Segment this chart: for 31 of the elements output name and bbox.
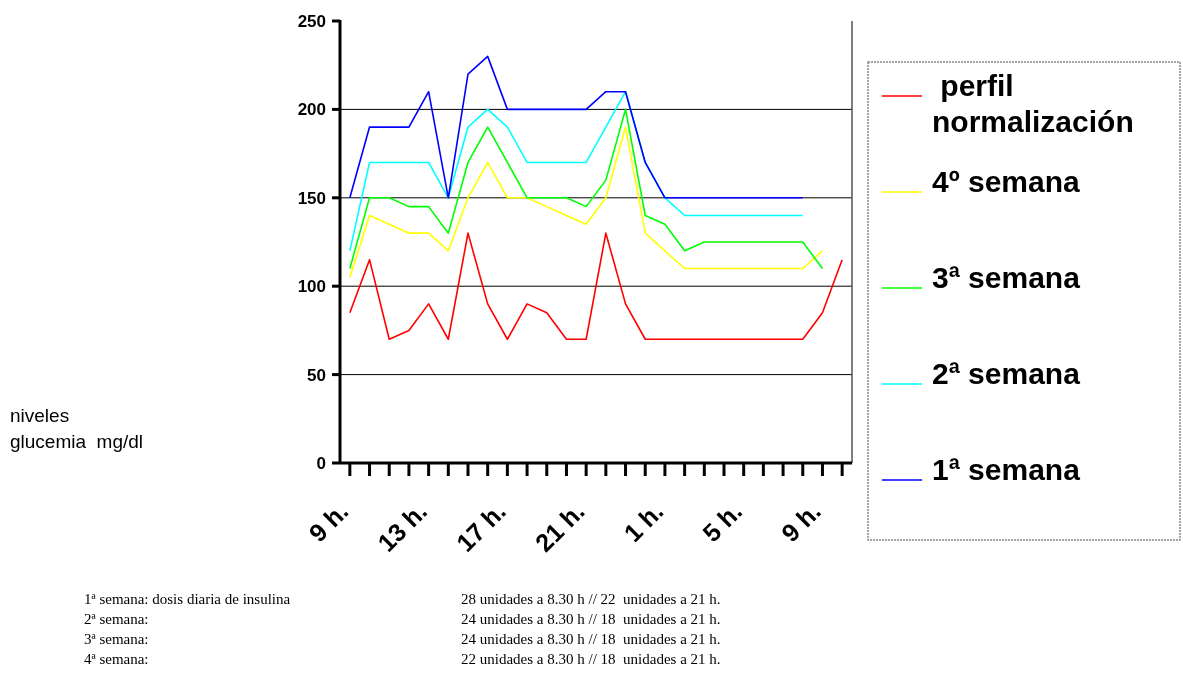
- y-tick-label: 150: [297, 188, 326, 208]
- text: 2ª semana:: [84, 611, 149, 627]
- text: 4ª semana:: [84, 651, 149, 667]
- y-tick-label: 50: [307, 365, 326, 385]
- legend-label: 1ª semana: [932, 453, 1081, 486]
- line-series: [349, 55, 804, 199]
- text: 22 unidades a 8.30 h // 18 unidades a 21 h.: [461, 651, 721, 667]
- x-tick-label: 17 h.: [450, 496, 511, 557]
- text: 28 unidades a 8.30 h // 22 unidades a 21 h.: [461, 591, 721, 607]
- text: niveles glucemia mg/dl: [10, 405, 144, 452]
- legend-label: 2ª semana: [932, 357, 1081, 390]
- text: 3ª semana:: [84, 631, 149, 647]
- y-tick-label: 250: [297, 11, 326, 31]
- text: 24 unidades a 8.30 h // 18 unidades a 21 h.: [461, 611, 721, 627]
- legend-label: 4º semana: [932, 165, 1081, 198]
- y-tick-label: 200: [297, 100, 326, 120]
- y-tick-label: 0: [316, 453, 326, 473]
- text: 24 unidades a 8.30 h // 18 unidades a 21 h.: [461, 631, 721, 647]
- x-tick-label: 9 h.: [775, 496, 826, 547]
- line-series: [349, 108, 824, 270]
- text: 1ª semana: dosis diaria de insulina: [84, 591, 291, 607]
- legend-label: 3ª semana: [932, 261, 1081, 294]
- line-series: [349, 232, 843, 341]
- line-series: [349, 126, 824, 279]
- x-tick-label: 5 h.: [696, 496, 748, 547]
- y-tick-label: 100: [297, 277, 326, 297]
- x-tick-label: 1 h.: [618, 496, 669, 547]
- x-tick-label: 13 h.: [372, 496, 433, 557]
- legend-label: perfil normalización: [932, 69, 1134, 138]
- x-tick-label: 21 h.: [529, 496, 590, 557]
- x-tick-label: 9 h.: [303, 496, 354, 547]
